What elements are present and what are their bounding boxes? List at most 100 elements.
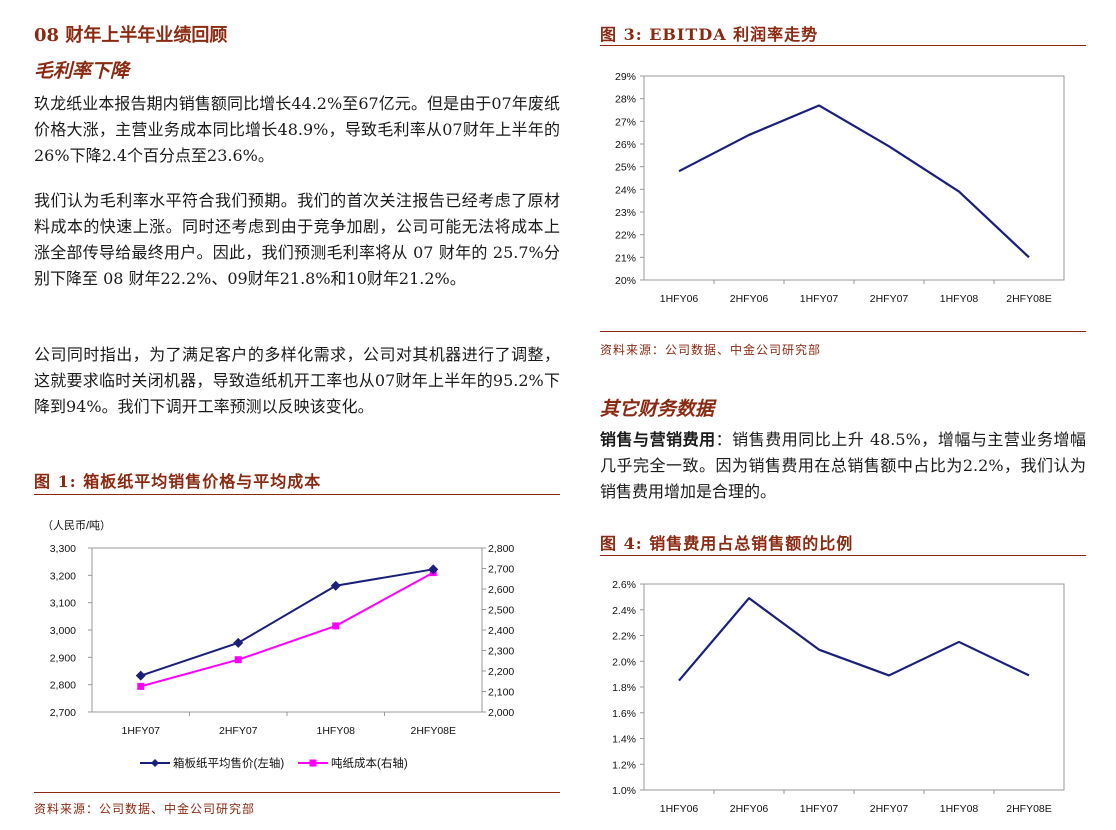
y-tick-label: 21% [615,252,636,264]
y-tick-label: 27% [615,116,636,128]
y-tick-label: 20% [615,275,636,287]
legend-cost-marker [309,759,317,767]
figure-4-chart: 1.0% 1.2% 1.4% 1.6% 1.8% 2.0% 2.2% 2.4% 2.6% 1HF… [612,579,1065,815]
figure-1-label: 图 1: [34,472,77,491]
cost-point [234,656,242,664]
series-price-line [140,568,434,677]
figure-3-source: 资料来源：公司数据、中金公司研究部 [600,343,822,357]
paragraph-1: 玖龙纸业本报告期内销售额同比增长44.2%至67亿元。但是由于07年废纸价格大涨… [34,94,560,165]
figure-4-title: 图 4: 销售费用占总销售额的比例 [600,530,853,554]
y-tick-label: 1.0% [612,785,636,797]
y-tick-label: 22% [615,230,636,242]
price-point [135,670,146,681]
figure-3-title: 图 3: EBITDA 利润率走势 [600,21,818,45]
paragraph-selling-expenses: 销售与营销费用：销售费用同比上升 48.5%，增幅与主营业务增幅几乎完全一致。因… [600,427,1086,505]
x-tick-label: 1HFY07 [121,725,160,737]
section-title-text: 财年上半年业绩回顾 [65,25,228,46]
legend-price-label: 箱板纸平均售价(左轴) [173,756,284,770]
cost-point [332,622,340,630]
y-right-tick-label: 2,600 [488,584,514,596]
series-line [678,597,1030,682]
x-tick-label: 2HFY07 [219,725,258,737]
x-tick-label: 2HFY07 [870,803,909,815]
y-tick-label: 2.6% [612,579,636,591]
figure-3-plot-frame [643,75,1065,281]
figure-1-legend: 箱板纸平均售价(左轴) 吨纸成本(右轴) [140,756,408,770]
figure-4-caption: 销售费用占总销售额的比例 [649,534,854,553]
y-right-tick-label: 2,700 [488,564,514,576]
y-right-tick-label: 2,500 [488,605,514,617]
x-tick-label: 2HFY06 [730,803,769,815]
figure-1-plot-frame [91,547,483,713]
y-tick-label: 24% [615,184,636,196]
y-right-tick-label: 2,200 [488,666,514,678]
figure-1-unit-label: （人民币/吨） [42,519,111,532]
figure-1-bottom-rule [34,792,560,793]
subheading-gross-margin: 毛利率下降 [34,60,130,82]
paragraph-lead: 销售与营销费用 [600,430,716,449]
legend-price-marker [151,759,159,767]
y-right-tick-label: 2,300 [488,646,514,658]
figure-1-top-rule [34,494,560,495]
cost-point [137,682,145,690]
y-tick-label: 1.6% [612,708,636,720]
y-left-tick-label: 3,100 [50,598,76,610]
y-tick-label: 2.4% [612,605,636,617]
legend-cost-label: 吨纸成本(右轴) [331,756,408,770]
x-tick-label: 1HFY06 [660,293,699,305]
figure-3-chart: 20% 21% 22% 23% 24% 25% 26% 27% 28% 29% 1HFY06 2HF… [615,71,1065,305]
y-tick-label: 1.2% [612,759,636,771]
x-tick-label: 1HFY08 [316,725,355,737]
x-tick-label: 1HFY07 [800,293,839,305]
y-tick-label: 29% [615,71,636,83]
y-tick-label: 26% [615,139,636,151]
y-tick-label: 25% [615,162,636,174]
price-point [428,564,439,575]
y-left-tick-label: 2,800 [50,680,76,692]
x-tick-label: 2HFY08E [1006,803,1052,815]
figure-3-caption: EBITDA 利润率走势 [649,25,819,44]
figure-1-title: 图 1: 箱板纸平均销售价格与平均成本 [34,468,321,492]
section-title-number: 08 [34,25,60,46]
price-point [233,637,244,648]
series-line [678,104,1030,259]
x-tick-label: 2HFY08E [1006,293,1052,305]
x-tick-label: 1HFY08 [940,803,979,815]
price-point [330,580,341,591]
figure-1-chart: （人民币/吨） 2,700 2,800 2,900 3,000 3,100 3,200 3,… [42,519,514,770]
y-tick-label: 23% [615,207,636,219]
y-tick-label: 1.8% [612,682,636,694]
figure-1-source: 资料来源：公司数据、中金公司研究部 [34,802,256,816]
section-title: 08 财年上半年业绩回顾 [34,21,227,47]
y-tick-label: 1.4% [612,734,636,746]
paragraph-body: ：销售费用同比上升 48.5%，增幅与主营业务增幅几乎完全一致。因为销售费用在总… [600,430,1086,501]
x-tick-label: 1HFY06 [660,803,699,815]
figure-4-plot-frame [643,583,1065,791]
figure-4-label: 图 4: [600,534,643,553]
x-tick-label: 2HFY08E [410,725,456,737]
y-left-tick-label: 3,300 [50,543,76,555]
paragraph-2: 我们认为毛利率水平符合我们预期。我们的首次关注报告已经考虑了原材料成本的快速上涨… [34,191,560,288]
y-right-tick-label: 2,400 [488,625,514,637]
y-right-tick-label: 2,000 [488,707,514,719]
y-right-tick-label: 2,800 [488,543,514,555]
y-tick-label: 2.2% [612,631,636,643]
x-tick-label: 1HFY07 [800,803,839,815]
series-cost-line [140,571,434,688]
y-left-tick-label: 3,000 [50,625,76,637]
y-tick-label: 2.0% [612,656,636,668]
y-left-tick-label: 2,700 [50,707,76,719]
y-right-tick-label: 2,100 [488,687,514,699]
figure-3-top-rule [600,45,1086,46]
x-tick-label: 2HFY07 [870,293,909,305]
figure-3-label: 图 3: [600,25,643,44]
paragraph-3: 公司同时指出，为了满足客户的多样化需求，公司对其机器进行了调整，这就要求临时关闭… [34,345,560,416]
x-tick-label: 2HFY06 [730,293,769,305]
y-tick-label: 28% [615,94,636,106]
subheading-other-financials: 其它财务数据 [600,398,715,420]
y-left-tick-label: 2,900 [50,652,76,664]
figure-3-bottom-rule [600,331,1086,332]
x-tick-label: 1HFY08 [940,293,979,305]
y-left-tick-label: 3,200 [50,570,76,582]
figure-1-caption: 箱板纸平均销售价格与平均成本 [83,472,322,491]
